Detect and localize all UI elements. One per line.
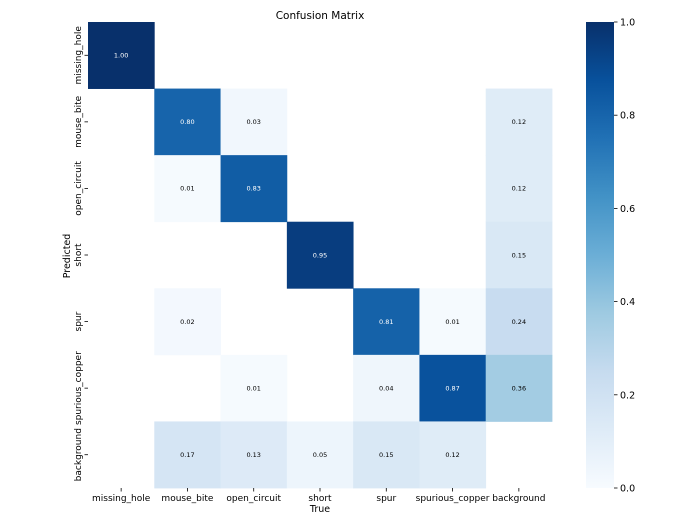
heatmap-cell [286, 221, 354, 289]
colorbar-tick-label: 0.6 [620, 204, 635, 215]
heatmap-cell [154, 421, 221, 489]
heatmap-cell-value: 0.01 [445, 318, 459, 326]
heatmap-cell-value: 0.15 [379, 451, 393, 459]
heatmap-cell [419, 421, 487, 489]
x-tick-label: spur [376, 494, 396, 504]
colorbar: 0.0 0.2 0.4 0.6 0.8 1.0 [586, 18, 635, 495]
heatmap-cell-value: 0.95 [313, 251, 327, 259]
heatmap-cell [419, 288, 487, 356]
x-tick-label: mouse_bite [161, 494, 213, 504]
colorbar-tick-label: 1.0 [620, 18, 635, 29]
y-axis-label: Predicted [62, 234, 73, 279]
heatmap-cell [485, 155, 553, 223]
colorbar-ticks: 0.0 0.2 0.4 0.6 0.8 1.0 [614, 18, 635, 495]
heatmap-cell-value: 0.05 [313, 451, 327, 459]
y-tick-label: mouse_bite [74, 95, 84, 147]
colorbar-tick-label: 0.0 [620, 484, 635, 495]
y-tick-label: open_circuit [74, 161, 84, 216]
y-tick-label: spur [74, 311, 84, 331]
y-tick-label: missing_hole [74, 26, 84, 85]
heatmap-cell [220, 354, 288, 422]
heatmap-cell [220, 155, 288, 223]
heatmap-cell [88, 22, 155, 89]
chart-title: Confusion Matrix [276, 10, 365, 22]
x-tick-label: spurious_copper [416, 494, 490, 504]
heatmap-cell-value: 0.04 [379, 384, 393, 392]
x-axis-ticks: missing_hole mouse_bite open_circuit short s… [92, 488, 545, 504]
colorbar-tick-label: 0.8 [620, 111, 635, 122]
x-tick-label: background [492, 494, 545, 504]
heatmap-cell-value: 0.87 [445, 384, 459, 392]
heatmap-cell [353, 288, 420, 356]
y-tick-label: short [74, 243, 84, 267]
heatmap-cell [220, 88, 288, 156]
heatmap-cell-value: 0.01 [246, 384, 260, 392]
heatmap-cell [154, 88, 221, 156]
x-tick-label: open_circuit [226, 494, 281, 504]
colorbar-tick-label: 0.2 [620, 390, 635, 401]
heatmap-cell-value: 0.12 [512, 118, 526, 126]
heatmap-cell-value: 0.17 [180, 451, 194, 459]
heatmap-cell-value: 0.81 [379, 318, 393, 326]
x-tick-label: missing_hole [92, 494, 151, 504]
heatmap-cell-value: 0.02 [180, 318, 194, 326]
y-tick-label: spurious_copper [74, 351, 84, 425]
heatmap-cell [485, 288, 553, 356]
heatmap-cell-value: 1.00 [114, 52, 128, 60]
heatmap-cell-value: 0.03 [246, 118, 260, 126]
heatmap-cell-value: 0.83 [246, 185, 260, 193]
heatmap-cell [286, 421, 354, 489]
colorbar-tick-label: 0.4 [620, 297, 635, 308]
x-axis-label: True [309, 504, 330, 515]
heatmap-cell-value: 0.36 [512, 384, 526, 392]
y-tick-label: background [74, 428, 84, 481]
heatmap-cell-value: 0.13 [246, 451, 260, 459]
heatmap-cell [353, 354, 420, 422]
heatmap-cell-value: 0.15 [512, 251, 526, 259]
heatmap-cell [419, 354, 487, 422]
heatmap-cell [154, 155, 221, 223]
colorbar-gradient [586, 22, 614, 488]
heatmap-cell-value: 0.80 [180, 118, 194, 126]
heatmap-cell-value: 0.24 [512, 318, 526, 326]
heatmap-cell [154, 288, 221, 356]
heatmap-cell-labels: 1.00 0.80 0.03 0.12 0.01 0.83 0.12 0.95 0.15 0.02… [114, 52, 526, 459]
x-tick-label: short [308, 494, 332, 504]
heatmap-cell-value: 0.12 [512, 185, 526, 193]
heatmap-cell [485, 221, 553, 289]
heatmap-cell-value: 0.12 [445, 451, 459, 459]
heatmap-cell [353, 421, 420, 489]
heatmap-cell-value: 0.01 [180, 185, 194, 193]
heatmap-cell [485, 88, 553, 156]
heatmap-cell [220, 421, 288, 489]
heatmap-cells [88, 22, 553, 489]
heatmap-cell [485, 354, 553, 422]
